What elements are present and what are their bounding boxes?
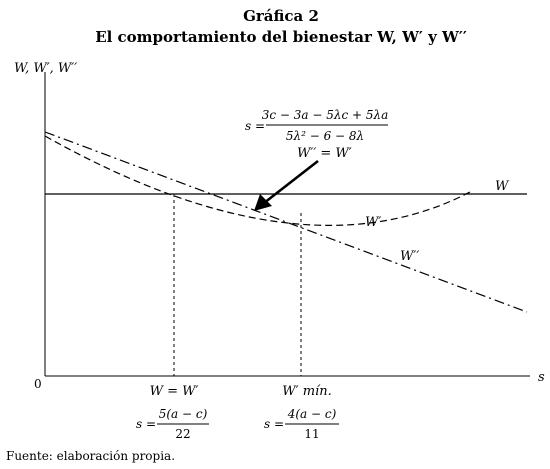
y-axis-label: W, W′, W′′	[14, 61, 77, 76]
marker2-formula-lhs: s =	[264, 417, 284, 431]
intersection-arrow	[263, 159, 319, 205]
chart-title: Gráfica 2	[243, 7, 319, 25]
intersection-formula-denominator: 5λ² − 6 − 8λ	[286, 129, 364, 143]
chart-subtitle: El comportamiento del bienestar W, W′ y …	[95, 28, 467, 46]
marker1-formula-denominator: 22	[175, 427, 190, 441]
marker1-formula-numerator: 5(a − c)	[159, 407, 208, 421]
series-w-double-prime-label: W′′	[400, 249, 419, 264]
marker2-formula-numerator: 4(a − c)	[287, 407, 337, 421]
source-note: Fuente: elaboración propia.	[6, 449, 175, 463]
intersection-formula-numerator: 3c − 3a − 5λc + 5λa	[262, 108, 389, 122]
series-w-double-prime-line	[44, 131, 528, 313]
x-axis-label: s	[538, 370, 545, 385]
origin-label: 0	[34, 377, 42, 391]
intersection-formula-lhs: s =	[245, 119, 265, 133]
marker1-label: W = W′	[150, 384, 199, 399]
marker2-label: W′ mín.	[282, 384, 331, 399]
marker2-formula-denominator: 11	[304, 427, 319, 441]
series-w-label: W	[495, 179, 510, 194]
intersection-label: W′′ = W′	[297, 146, 352, 161]
series-w-prime-label: W′	[365, 215, 381, 230]
intersection-arrow-head	[254, 194, 272, 211]
marker1-formula-lhs: s =	[136, 417, 156, 431]
